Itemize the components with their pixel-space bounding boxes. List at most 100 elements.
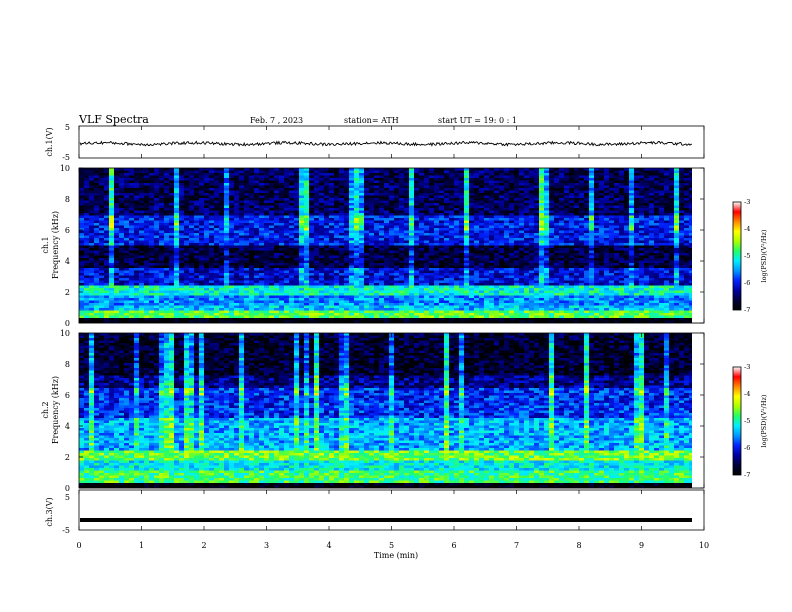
spectrogram-cell <box>504 220 510 224</box>
spectrogram-cell <box>99 198 105 201</box>
spectrogram-cell <box>289 185 295 189</box>
spectrogram-cell <box>404 240 410 244</box>
spectrogram-cell <box>569 238 575 241</box>
spectrogram-cell <box>309 208 315 211</box>
spectrogram-cell <box>494 193 500 196</box>
spectrogram-cell <box>519 208 525 211</box>
spectrogram-cell <box>459 203 465 206</box>
spectrogram-cell <box>164 245 170 249</box>
spectrogram-cell <box>589 225 595 229</box>
spectrogram-cell <box>539 183 545 186</box>
spectrogram-cell <box>314 230 320 234</box>
spectrogram-cell <box>594 213 600 216</box>
spectrogram-cell <box>204 235 210 239</box>
spectrogram-cell <box>374 168 380 171</box>
spectrogram-cell <box>639 263 645 266</box>
spectrogram-cell <box>619 213 625 216</box>
spectrogram-cell <box>109 250 115 254</box>
spectrogram-cell <box>394 213 400 216</box>
spectrogram-cell <box>579 233 585 236</box>
spectrogram-cell <box>184 183 190 186</box>
spectrogram-cell <box>129 190 135 194</box>
spectrogram-cell <box>189 223 195 226</box>
spectrogram-cell <box>79 235 85 239</box>
spectrogram-cell <box>504 248 510 251</box>
spectrogram-cell <box>554 258 560 261</box>
spectrogram-cell <box>479 215 485 219</box>
spectrogram-cell <box>169 180 175 184</box>
spectrogram-cell <box>434 225 440 229</box>
spectrogram-cell <box>159 233 165 236</box>
spectrogram-cell <box>224 238 230 241</box>
spectrogram-cell <box>214 210 220 214</box>
spectrogram-cell <box>624 190 630 194</box>
spectrogram-cell <box>524 238 530 241</box>
spectrogram-cell <box>224 218 230 221</box>
spectrogram-cell <box>424 208 430 211</box>
spectrogram-cell <box>209 210 215 214</box>
spectrogram-cell <box>129 173 135 176</box>
spectrogram-cell <box>114 213 120 216</box>
spectrogram-cell <box>349 175 355 179</box>
spectrogram-cell <box>199 200 205 204</box>
spectrogram-cell <box>409 195 415 199</box>
spectrogram-cell <box>684 223 690 226</box>
spectrogram-cell <box>459 183 465 186</box>
spectrogram-cell <box>164 255 170 259</box>
spectrogram-cell <box>299 233 305 236</box>
spectrogram-cell <box>329 168 335 171</box>
spectrogram-cell <box>374 180 380 184</box>
spectrogram-cell <box>199 218 205 221</box>
spectrogram-cell <box>119 193 125 196</box>
spectrogram-cell <box>134 238 140 241</box>
spectrogram-cell <box>674 250 680 254</box>
spectrogram-cell <box>484 260 490 264</box>
spectrogram-cell <box>114 265 120 269</box>
spectrogram-cell <box>164 220 170 224</box>
spectrogram-cell <box>494 220 500 224</box>
spectrogram-cell <box>624 170 630 174</box>
spectrogram-cell <box>449 245 455 249</box>
spectrogram-cell <box>549 253 555 256</box>
spectrogram-cell <box>489 238 495 241</box>
spectrogram-cell <box>394 243 400 246</box>
spectrogram-cell <box>314 218 320 221</box>
spectrogram-cell <box>639 198 645 201</box>
spectrogram-cell <box>344 168 350 171</box>
spectrogram-cell <box>264 185 270 189</box>
spectrogram-cell <box>379 193 385 196</box>
spectrogram-cell <box>399 235 405 239</box>
spectrogram-cell <box>309 240 315 244</box>
spectrogram-cell <box>544 190 550 194</box>
spectrogram-cell <box>539 200 545 204</box>
spectrogram-cell <box>264 210 270 214</box>
spectrogram-cell <box>229 223 235 226</box>
spectrogram-cell <box>679 210 685 214</box>
spectrogram-cell <box>259 210 265 214</box>
spectrogram-cell <box>519 185 525 189</box>
spectrogram-cell <box>519 168 525 171</box>
spectrogram-cell <box>369 218 375 221</box>
spectrogram-cell <box>269 208 275 211</box>
spectrogram-cell <box>179 250 185 254</box>
spectrogram-cell <box>629 190 635 194</box>
spectrogram-cell <box>574 230 580 234</box>
spectrogram-cell <box>389 238 395 241</box>
spectrogram-cell <box>174 198 180 201</box>
spectrogram-cell <box>129 250 135 254</box>
spectrogram-cell <box>389 200 395 204</box>
spectrogram-cell <box>584 178 590 181</box>
spectrogram-cell <box>129 220 135 224</box>
spectrogram-cell <box>399 215 405 219</box>
spectrogram-cell <box>239 220 245 224</box>
spectrogram-cell <box>214 168 220 171</box>
spectrogram-cell <box>499 175 505 179</box>
spectrogram-cell <box>419 198 425 201</box>
spectrogram-cell <box>139 225 145 229</box>
spectrogram-cell <box>574 205 580 209</box>
spectrogram-cell <box>604 255 610 259</box>
spectrogram-cell <box>459 245 465 249</box>
spectrogram-cell <box>594 235 600 239</box>
spectrogram-cell <box>504 193 510 196</box>
spectrogram-cell <box>504 180 510 184</box>
